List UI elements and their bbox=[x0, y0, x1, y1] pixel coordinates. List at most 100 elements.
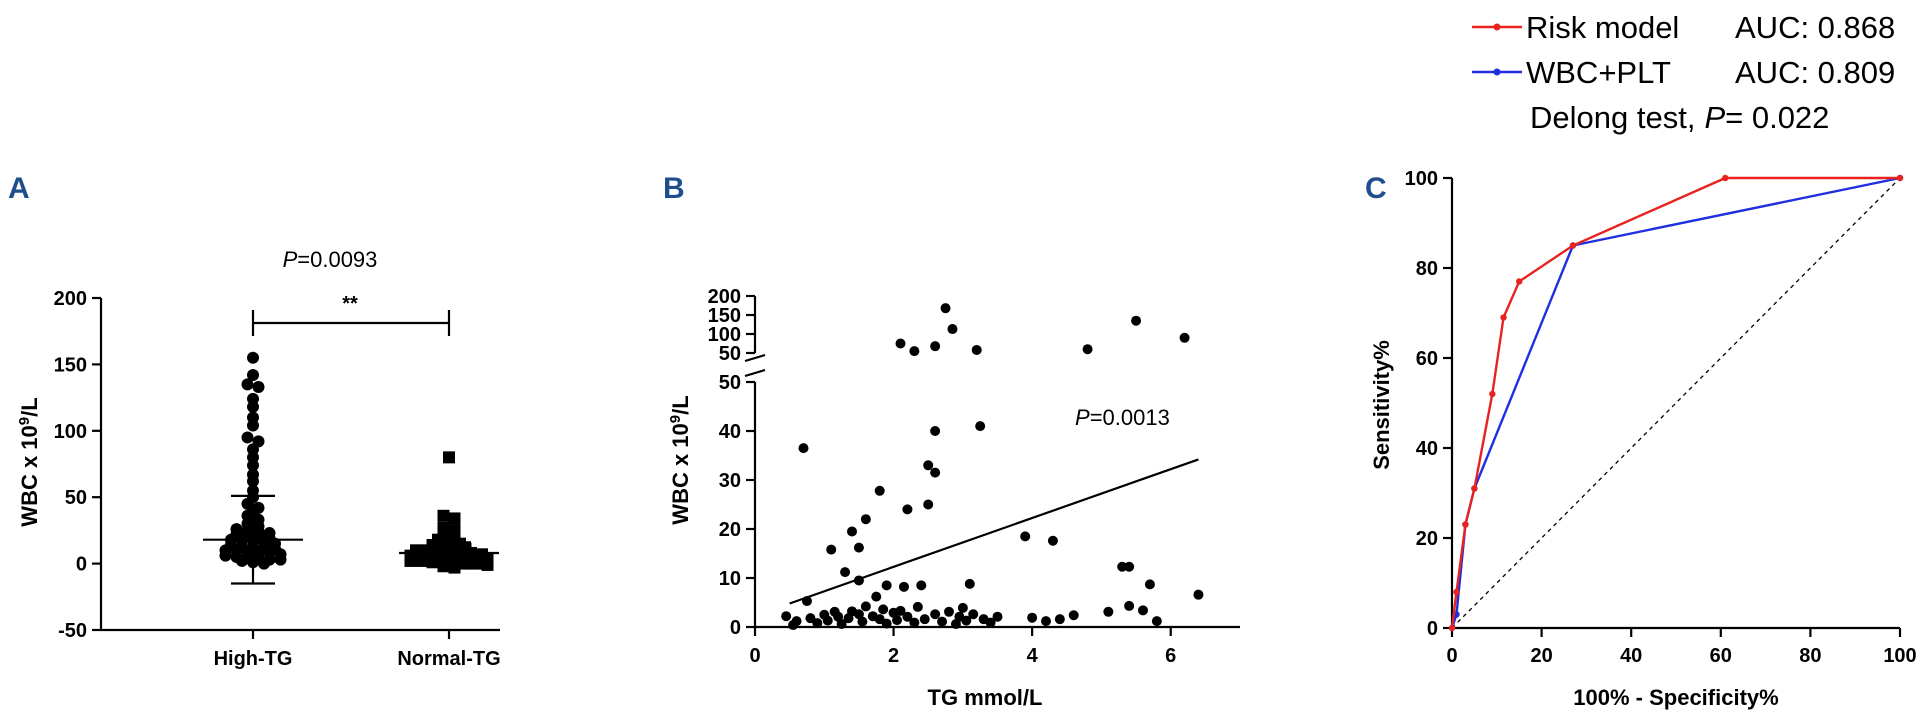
panel-b-point bbox=[985, 617, 996, 628]
legend-auc-wbc-plt: AUC: 0.809 bbox=[1735, 55, 1895, 90]
panel-c-y-tick-label: 20 bbox=[1416, 528, 1438, 550]
panel-a-p-value: P=0.0093 bbox=[283, 247, 378, 272]
panel-b-point bbox=[826, 544, 837, 555]
panel-b-point bbox=[1179, 332, 1190, 343]
panel-b-point bbox=[1124, 561, 1135, 572]
legend-delong: Delong test, P= 0.022 bbox=[1530, 100, 1829, 135]
panel-a-y-title-sup: 9 bbox=[16, 417, 33, 425]
panel-b-p-value: P=0.0013 bbox=[1075, 405, 1170, 430]
panel-a-point-normal-tg bbox=[443, 451, 455, 464]
panel-a-point-high-tg bbox=[247, 400, 259, 413]
panel-b-points bbox=[781, 303, 1204, 631]
panel-c-letter: C bbox=[1365, 172, 1387, 205]
panel-b-y-tick-label: 40 bbox=[719, 421, 741, 443]
panel-a-point-high-tg bbox=[247, 459, 259, 472]
panel-b-y-tick-label: 50 bbox=[719, 343, 741, 365]
panel-b-point bbox=[1103, 606, 1114, 617]
panel-a-y-tick-label: 100 bbox=[54, 421, 87, 443]
panel-c-y-tick-label: 80 bbox=[1416, 258, 1438, 280]
panel-b-y-tick-label: 100 bbox=[708, 324, 741, 346]
legend-item-wbc-plt: WBC+PLT AUC: 0.809 bbox=[1472, 55, 1895, 90]
panel-b-x-title: TG mmol/L bbox=[928, 685, 1043, 710]
panel-b-point bbox=[902, 611, 913, 622]
panel-a-point-normal-tg bbox=[481, 558, 494, 571]
panel-b-point bbox=[1117, 561, 1128, 572]
legend: Risk model AUC: 0.868 WBC+PLT AUC: 0.809… bbox=[1472, 10, 1895, 135]
panel-b-point bbox=[1041, 616, 1051, 627]
panel-c-x-title: 100% - Specificity% bbox=[1573, 685, 1778, 710]
panel-a-y-tick-label: 50 bbox=[65, 487, 87, 509]
panel-a-y-tick-label: 0 bbox=[76, 554, 87, 576]
panel-a-x-ticks: High-TG Normal-TG bbox=[214, 630, 501, 670]
panel-c-roc-curves bbox=[1448, 174, 1904, 632]
panel-b-point bbox=[947, 324, 958, 335]
panel-b-point bbox=[871, 591, 882, 602]
panel-b-point bbox=[902, 504, 913, 515]
panel-b-x-ticks: 0 2 4 6 bbox=[749, 627, 1176, 667]
panel-b-point bbox=[895, 338, 906, 349]
panel-a-point-high-tg bbox=[219, 549, 232, 562]
panel-b-point bbox=[805, 613, 816, 624]
panel-a-point-high-tg bbox=[241, 431, 254, 444]
panel-b-point bbox=[930, 467, 941, 478]
panel-a-point-normal-tg bbox=[448, 512, 461, 525]
panel-b-point bbox=[798, 443, 809, 454]
panel-b-point bbox=[1151, 616, 1162, 627]
panel-b-point bbox=[937, 616, 948, 627]
panel-b-regression-line bbox=[789, 458, 1199, 605]
panel-b-point bbox=[919, 614, 930, 625]
panel-c-roc-line-risk-model bbox=[1450, 176, 1900, 629]
panel-b-point bbox=[874, 485, 885, 496]
panel-a-point-high-tg bbox=[247, 475, 259, 488]
legend-delong-p-rest: = 0.022 bbox=[1725, 100, 1829, 135]
panel-b-point bbox=[930, 341, 941, 352]
legend-item-risk-model: Risk model AUC: 0.868 bbox=[1472, 10, 1895, 45]
panel-a-p-italic: P bbox=[283, 247, 298, 272]
panel-b-point bbox=[964, 578, 975, 589]
panel-b-point bbox=[923, 499, 934, 510]
panel-b-y-tick-label: 200 bbox=[708, 286, 741, 308]
legend-marker-risk-model bbox=[1493, 23, 1501, 31]
panel-a-point-normal-tg bbox=[426, 556, 439, 569]
panel-b-y-tick-label: 30 bbox=[719, 470, 741, 492]
panel-a-y-title-main: WBC x 10 bbox=[17, 425, 42, 526]
panel-c-roc-point-risk-model bbox=[1489, 390, 1496, 398]
panel-b-point bbox=[781, 611, 792, 622]
panel-c-roc-point-risk-model bbox=[1471, 485, 1478, 492]
panel-a-point-normal-tg bbox=[437, 560, 450, 573]
panel-b-point bbox=[1193, 589, 1204, 600]
panel-b-point bbox=[1124, 600, 1135, 611]
panel-a-point-high-tg bbox=[247, 369, 259, 382]
legend-delong-prefix: Delong test, bbox=[1530, 100, 1695, 135]
panel-c-x-ticks: 0 20 40 60 80 100 bbox=[1446, 628, 1917, 667]
panel-a-point-normal-tg bbox=[404, 554, 417, 567]
panel-b-point bbox=[1054, 614, 1065, 625]
panel-b-point bbox=[1131, 315, 1142, 326]
panel-b-y-tick-label: 150 bbox=[708, 305, 741, 327]
panel-a-error-bars bbox=[203, 494, 499, 585]
panel-b-x-tick-label: 2 bbox=[888, 645, 899, 667]
panel-b-y-tick-label: 20 bbox=[719, 519, 741, 541]
panel-b-point bbox=[944, 606, 954, 617]
panel-c-roc-point-risk-model bbox=[1500, 314, 1507, 321]
panel-b-point bbox=[860, 601, 871, 612]
panel-b-point bbox=[836, 619, 847, 630]
panel-a-point-high-tg bbox=[247, 419, 259, 432]
panel-b-point bbox=[971, 344, 982, 355]
panel-a-point-normal-tg bbox=[415, 554, 428, 567]
panel-c-roc-point-risk-model bbox=[1896, 174, 1904, 182]
panel-b-point bbox=[909, 346, 920, 357]
panel-a-p-rest: =0.0093 bbox=[297, 247, 377, 272]
panel-c-x-tick-label: 20 bbox=[1530, 645, 1552, 667]
panel-a-point-high-tg bbox=[252, 380, 265, 393]
panel-a-y-tick-label: -50 bbox=[58, 620, 87, 642]
panel-a-letter: A bbox=[8, 172, 30, 205]
panel-c: C 0 20 40 60 80 100 0 20 40 60 80 100 100% - Speci… bbox=[1365, 10, 1917, 710]
panel-b-point bbox=[878, 604, 889, 615]
panel-b-point bbox=[1068, 610, 1079, 621]
panel-b-point bbox=[923, 460, 934, 471]
panel-a-x-tick-label: High-TG bbox=[214, 648, 293, 670]
panel-b-y-title-tail: /L bbox=[668, 395, 693, 415]
